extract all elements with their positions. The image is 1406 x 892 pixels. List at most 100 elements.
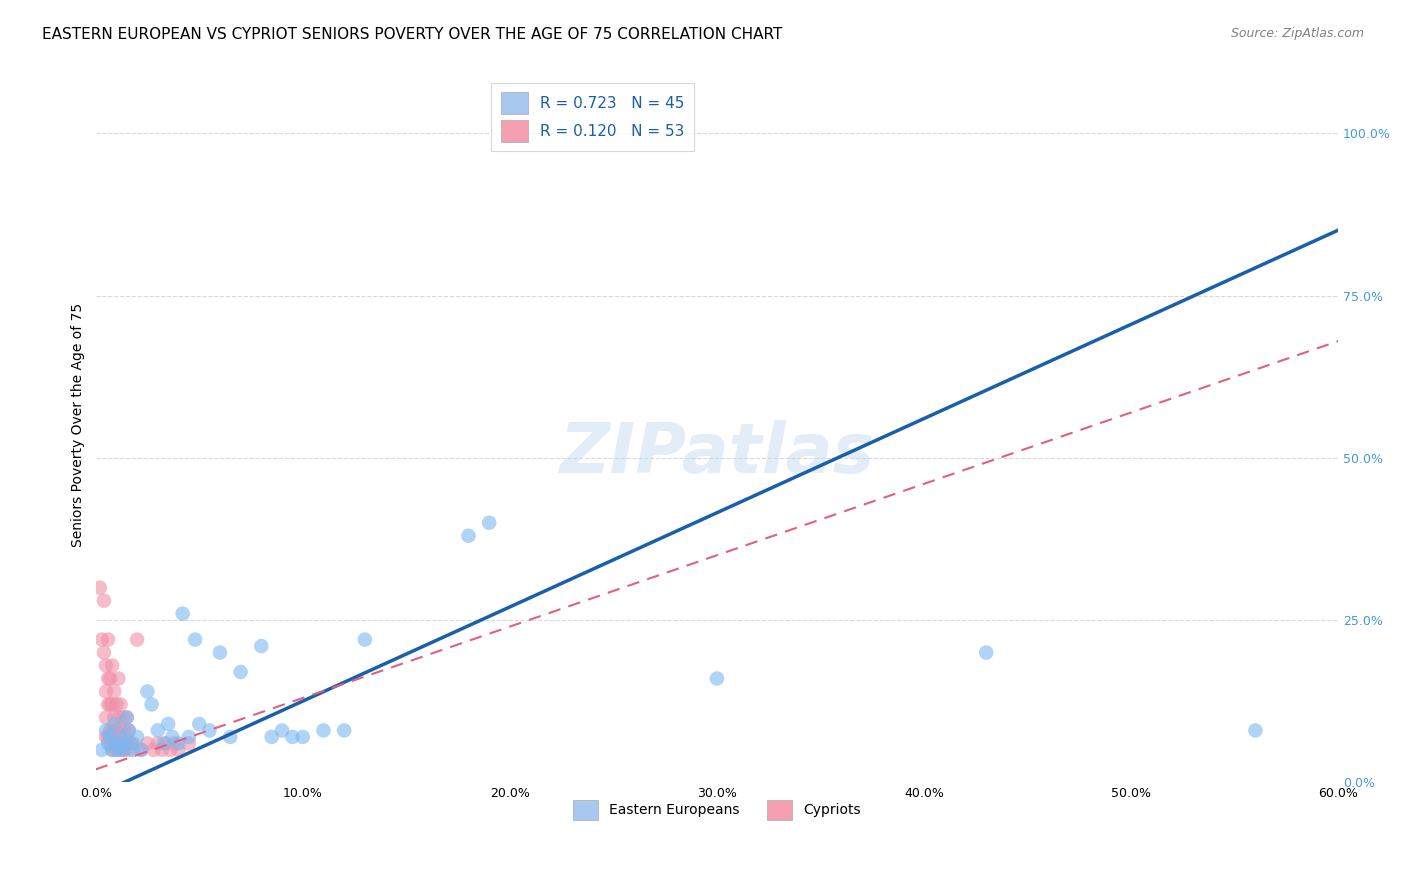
Point: [101, 658, 124, 673]
Point: [115, 710, 138, 724]
Point: [118, 743, 141, 757]
Point: [97, 632, 120, 647]
Point: [120, 736, 142, 750]
Point: [98, 672, 121, 686]
Point: [354, 632, 377, 647]
Text: EASTERN EUROPEAN VS CYPRIOT SENIORS POVERTY OVER THE AGE OF 75 CORRELATION CHART: EASTERN EUROPEAN VS CYPRIOT SENIORS POVE…: [42, 27, 783, 42]
Point: [107, 710, 129, 724]
Point: [97, 698, 120, 712]
Point: [114, 743, 136, 757]
Point: [107, 743, 129, 757]
Point: [219, 730, 242, 744]
Point: [260, 730, 283, 744]
Point: [974, 646, 997, 660]
Point: [163, 736, 186, 750]
Point: [155, 736, 177, 750]
Point: [101, 743, 124, 757]
Point: [98, 730, 121, 744]
Point: [281, 730, 304, 744]
Text: Source: ZipAtlas.com: Source: ZipAtlas.com: [1230, 27, 1364, 40]
Point: [90, 632, 112, 647]
Point: [94, 730, 117, 744]
Text: ZIPatlas: ZIPatlas: [560, 420, 875, 488]
Point: [94, 723, 117, 738]
Point: [94, 710, 117, 724]
Point: [271, 723, 294, 738]
Point: [94, 658, 117, 673]
Point: [167, 736, 190, 750]
Point: [312, 723, 335, 738]
Point: [141, 698, 163, 712]
Point: [706, 672, 728, 686]
Point: [142, 743, 165, 757]
Point: [103, 710, 125, 724]
Point: [146, 736, 169, 750]
Point: [478, 516, 501, 530]
Point: [129, 743, 152, 757]
Point: [115, 736, 138, 750]
Point: [94, 684, 117, 698]
Point: [153, 736, 176, 750]
Point: [162, 730, 184, 744]
Point: [146, 723, 169, 738]
Point: [177, 736, 200, 750]
Point: [229, 665, 252, 679]
Point: [110, 698, 132, 712]
Y-axis label: Seniors Poverty Over the Age of 75: Seniors Poverty Over the Age of 75: [72, 303, 86, 548]
Point: [118, 723, 141, 738]
Point: [114, 736, 136, 750]
Point: [122, 736, 145, 750]
Point: [136, 736, 159, 750]
Point: [125, 730, 148, 744]
Point: [172, 607, 194, 621]
Point: [105, 723, 128, 738]
Point: [114, 723, 136, 738]
Point: [97, 736, 120, 750]
Point: [115, 710, 138, 724]
Point: [333, 723, 356, 738]
Point: [110, 743, 132, 757]
Point: [93, 646, 115, 660]
Point: [188, 717, 211, 731]
Point: [103, 717, 125, 731]
Point: [291, 730, 314, 744]
Point: [157, 717, 180, 731]
Point: [184, 632, 207, 647]
Point: [101, 743, 124, 757]
Point: [111, 743, 134, 757]
Point: [1244, 723, 1267, 738]
Point: [129, 743, 152, 757]
Point: [105, 743, 128, 757]
Point: [105, 698, 128, 712]
Point: [167, 743, 190, 757]
Point: [150, 743, 173, 757]
Point: [111, 736, 134, 750]
Point: [103, 736, 125, 750]
Point: [457, 529, 479, 543]
Legend: Eastern Europeans, Cypriots: Eastern Europeans, Cypriots: [568, 795, 866, 825]
Point: [89, 581, 111, 595]
Point: [198, 723, 221, 738]
Point: [98, 736, 121, 750]
Point: [101, 698, 124, 712]
Point: [101, 723, 124, 738]
Point: [97, 730, 120, 744]
Point: [111, 710, 134, 724]
Point: [250, 639, 273, 653]
Point: [107, 672, 129, 686]
Point: [97, 672, 120, 686]
Point: [122, 743, 145, 757]
Point: [98, 698, 121, 712]
Point: [125, 632, 148, 647]
Point: [110, 723, 132, 738]
Point: [107, 736, 129, 750]
Point: [159, 743, 181, 757]
Point: [93, 593, 115, 607]
Point: [103, 684, 125, 698]
Point: [118, 723, 141, 738]
Point: [105, 736, 128, 750]
Point: [90, 743, 112, 757]
Point: [208, 646, 231, 660]
Point: [110, 730, 132, 744]
Point: [98, 723, 121, 738]
